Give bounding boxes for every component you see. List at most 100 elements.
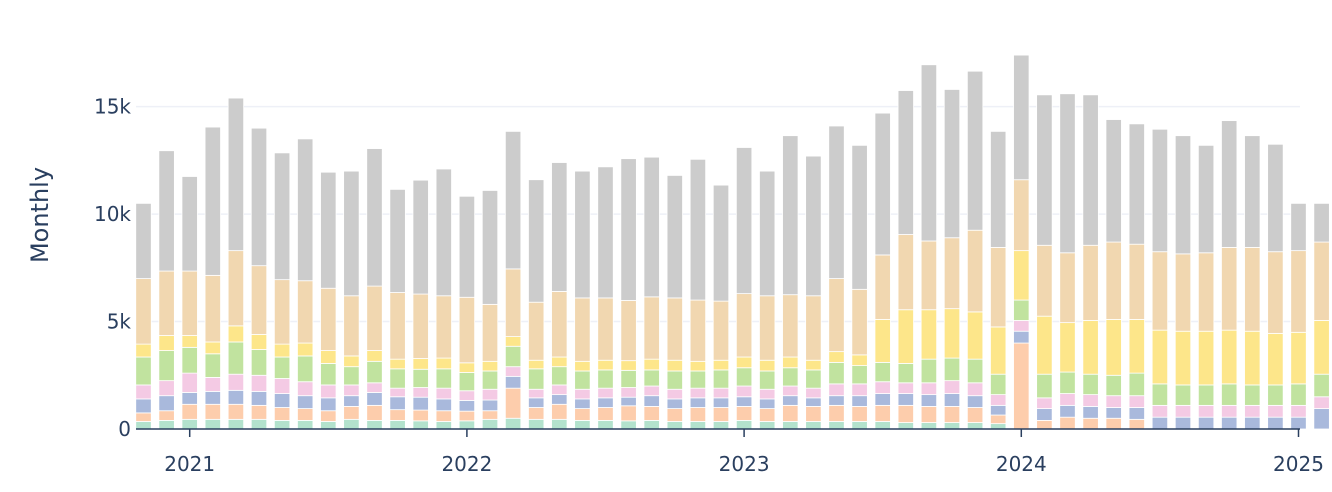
bar-segment	[782, 421, 799, 430]
bar-segment	[504, 130, 522, 270]
bar-segment	[597, 397, 614, 408]
bar-segment	[897, 382, 914, 394]
bar-segment	[1013, 179, 1030, 252]
bar-segment	[782, 367, 799, 387]
bar-segment	[158, 420, 175, 430]
bar-segment	[666, 398, 683, 409]
bar-segment	[1221, 383, 1238, 406]
bar-segment	[181, 335, 198, 348]
bar-segment	[782, 404, 799, 422]
bar-segment	[990, 414, 1007, 425]
bar-segment	[990, 130, 1007, 248]
bar-segment	[966, 358, 984, 384]
bar-segment	[250, 404, 268, 420]
bar-segment	[458, 400, 476, 412]
bar-segment	[1013, 320, 1030, 332]
bar-segment	[712, 300, 730, 361]
bar-segment	[1036, 244, 1053, 317]
bar-segment	[1082, 320, 1099, 375]
bar-segment	[1059, 252, 1076, 324]
bar-segment	[1313, 396, 1330, 409]
bar-segment	[366, 360, 383, 384]
bar-segment	[412, 179, 429, 295]
bar-segment	[158, 335, 175, 351]
bar-segment	[135, 343, 152, 358]
bar-segment	[689, 360, 707, 372]
bar-segment	[851, 406, 868, 422]
bar-segment	[435, 357, 452, 370]
bar-segment	[158, 350, 175, 382]
bar-segment	[320, 363, 337, 386]
bar-segment	[897, 393, 914, 406]
bar-segment	[250, 127, 268, 267]
bar-segment	[1244, 330, 1261, 386]
bar-segment	[735, 367, 753, 387]
bar-segment	[204, 418, 221, 430]
bar-segment	[504, 387, 522, 419]
bar-segment	[828, 361, 845, 385]
bar-segment	[1013, 54, 1030, 181]
bar-segment	[1013, 330, 1030, 344]
bar-segment	[458, 362, 476, 373]
bar-segment	[897, 309, 914, 364]
bar-segment	[851, 421, 868, 430]
bar-segment	[158, 395, 175, 412]
bar-segment	[204, 341, 221, 355]
bar-segment	[805, 295, 822, 361]
bar-segment	[320, 397, 337, 412]
bar-segment	[1013, 299, 1030, 321]
bar-segment	[874, 404, 891, 422]
bar-segment	[366, 285, 383, 351]
bar-segment	[227, 418, 245, 430]
bar-segment	[528, 301, 545, 361]
bar-segment	[320, 384, 337, 399]
bar-segment	[1128, 395, 1145, 408]
bar-segment	[1244, 416, 1261, 430]
bar-segment	[1082, 394, 1099, 407]
bar-segment	[481, 303, 499, 362]
bar-segment	[759, 370, 776, 390]
bar-segment	[782, 395, 799, 406]
bar-segment	[435, 387, 452, 400]
bar-segment	[990, 247, 1007, 328]
bar-segment	[135, 202, 152, 279]
bar-segment	[435, 421, 452, 430]
bar-segment	[412, 293, 429, 359]
bar-segment	[643, 406, 660, 421]
bar-segment	[851, 383, 868, 397]
bar-segment	[1105, 319, 1122, 376]
bar-segment	[412, 387, 429, 398]
bar-segment	[666, 359, 683, 372]
bar-segment	[920, 406, 938, 423]
bar-segment	[181, 418, 198, 430]
x-tick-label: 2021	[164, 452, 215, 476]
bar-segment	[1197, 144, 1215, 254]
bar-segment	[135, 412, 152, 422]
bar-segment	[735, 293, 753, 358]
bar-segment	[643, 369, 660, 387]
bar-segment	[851, 395, 868, 407]
bar-segment	[389, 358, 406, 370]
bar-segment	[528, 359, 545, 370]
bar-segment	[712, 359, 730, 371]
bar-segment	[666, 408, 683, 422]
bar-segment	[689, 299, 707, 362]
bar-segment	[366, 148, 383, 287]
bar-segment	[805, 155, 822, 297]
bar-segment	[1267, 384, 1284, 406]
bar-segment	[1036, 408, 1053, 421]
bar-segment	[320, 171, 337, 289]
bar-segment	[366, 350, 383, 362]
bar-segment	[1059, 322, 1076, 373]
bar-segment	[343, 384, 360, 397]
bar-segment	[204, 377, 221, 392]
bar-segment	[551, 356, 568, 368]
bar-segment	[689, 421, 707, 430]
bar-segment	[828, 125, 845, 279]
bar-segment	[1059, 93, 1076, 254]
bar-segment	[1174, 330, 1192, 386]
bar-segment	[297, 381, 314, 397]
bar-segment	[1244, 404, 1261, 418]
bar-segment	[943, 357, 961, 382]
bar-segment	[1174, 384, 1192, 406]
